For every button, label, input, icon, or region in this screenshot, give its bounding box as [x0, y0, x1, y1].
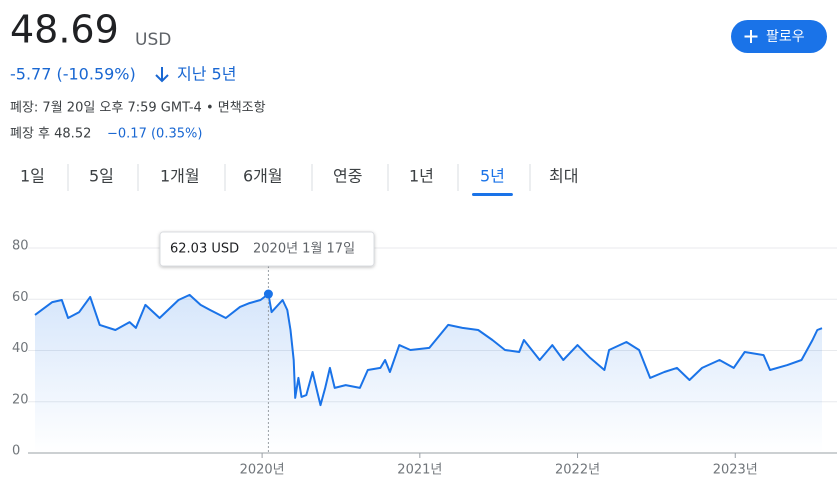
currency: USD [135, 30, 171, 50]
x-tick-label: 2022년 [555, 463, 600, 478]
plus-icon[interactable] [744, 30, 758, 43]
y-tick-label: 40 [12, 341, 29, 356]
after-hours: 폐장 후 48.52 [10, 127, 91, 142]
range-tab[interactable]: 1개월 [160, 167, 200, 186]
range-tab[interactable]: 6개월 [243, 167, 283, 186]
range-tab[interactable]: 5년 [480, 167, 505, 186]
range-tab[interactable]: 1일 [20, 167, 45, 186]
range-tab[interactable]: 연중 [333, 167, 362, 186]
x-tick-label: 2020년 [240, 463, 285, 478]
y-tick-label: 0 [12, 444, 20, 459]
price: 48.69 [10, 8, 119, 52]
follow-button[interactable]: 팔로우 [731, 20, 827, 53]
down-arrow [155, 67, 169, 83]
change: -5.77 (-10.59%) [10, 65, 136, 84]
follow-label[interactable]: 팔로우 [766, 29, 805, 45]
period: 지난 5년 [177, 65, 236, 84]
y-tick-label: 20 [12, 392, 29, 407]
price-line [34, 293, 823, 407]
tooltip-box [159, 231, 375, 267]
x-tick-label: 2023년 [713, 463, 758, 478]
tooltip-value: 62.03 USD [170, 242, 239, 257]
tab-underline [472, 193, 513, 196]
after-hours-change: −0.17 (0.35%) [107, 127, 202, 142]
price-area [35, 294, 822, 453]
range-tab[interactable]: 최대 [549, 167, 578, 186]
closed-info: 폐장: 7월 20일 오후 7:59 GMT-4 • 면책조항 [10, 101, 266, 116]
range-tab[interactable]: 1년 [409, 167, 434, 186]
hover-point [263, 289, 273, 299]
x-tick-label: 2021년 [397, 463, 442, 478]
tooltip-date: 2020년 1월 17일 [253, 242, 355, 257]
follow-bg[interactable] [731, 20, 827, 53]
y-tick-label: 60 [12, 290, 29, 305]
range-tab[interactable]: 5일 [89, 167, 114, 186]
y-tick-label: 80 [12, 239, 29, 254]
